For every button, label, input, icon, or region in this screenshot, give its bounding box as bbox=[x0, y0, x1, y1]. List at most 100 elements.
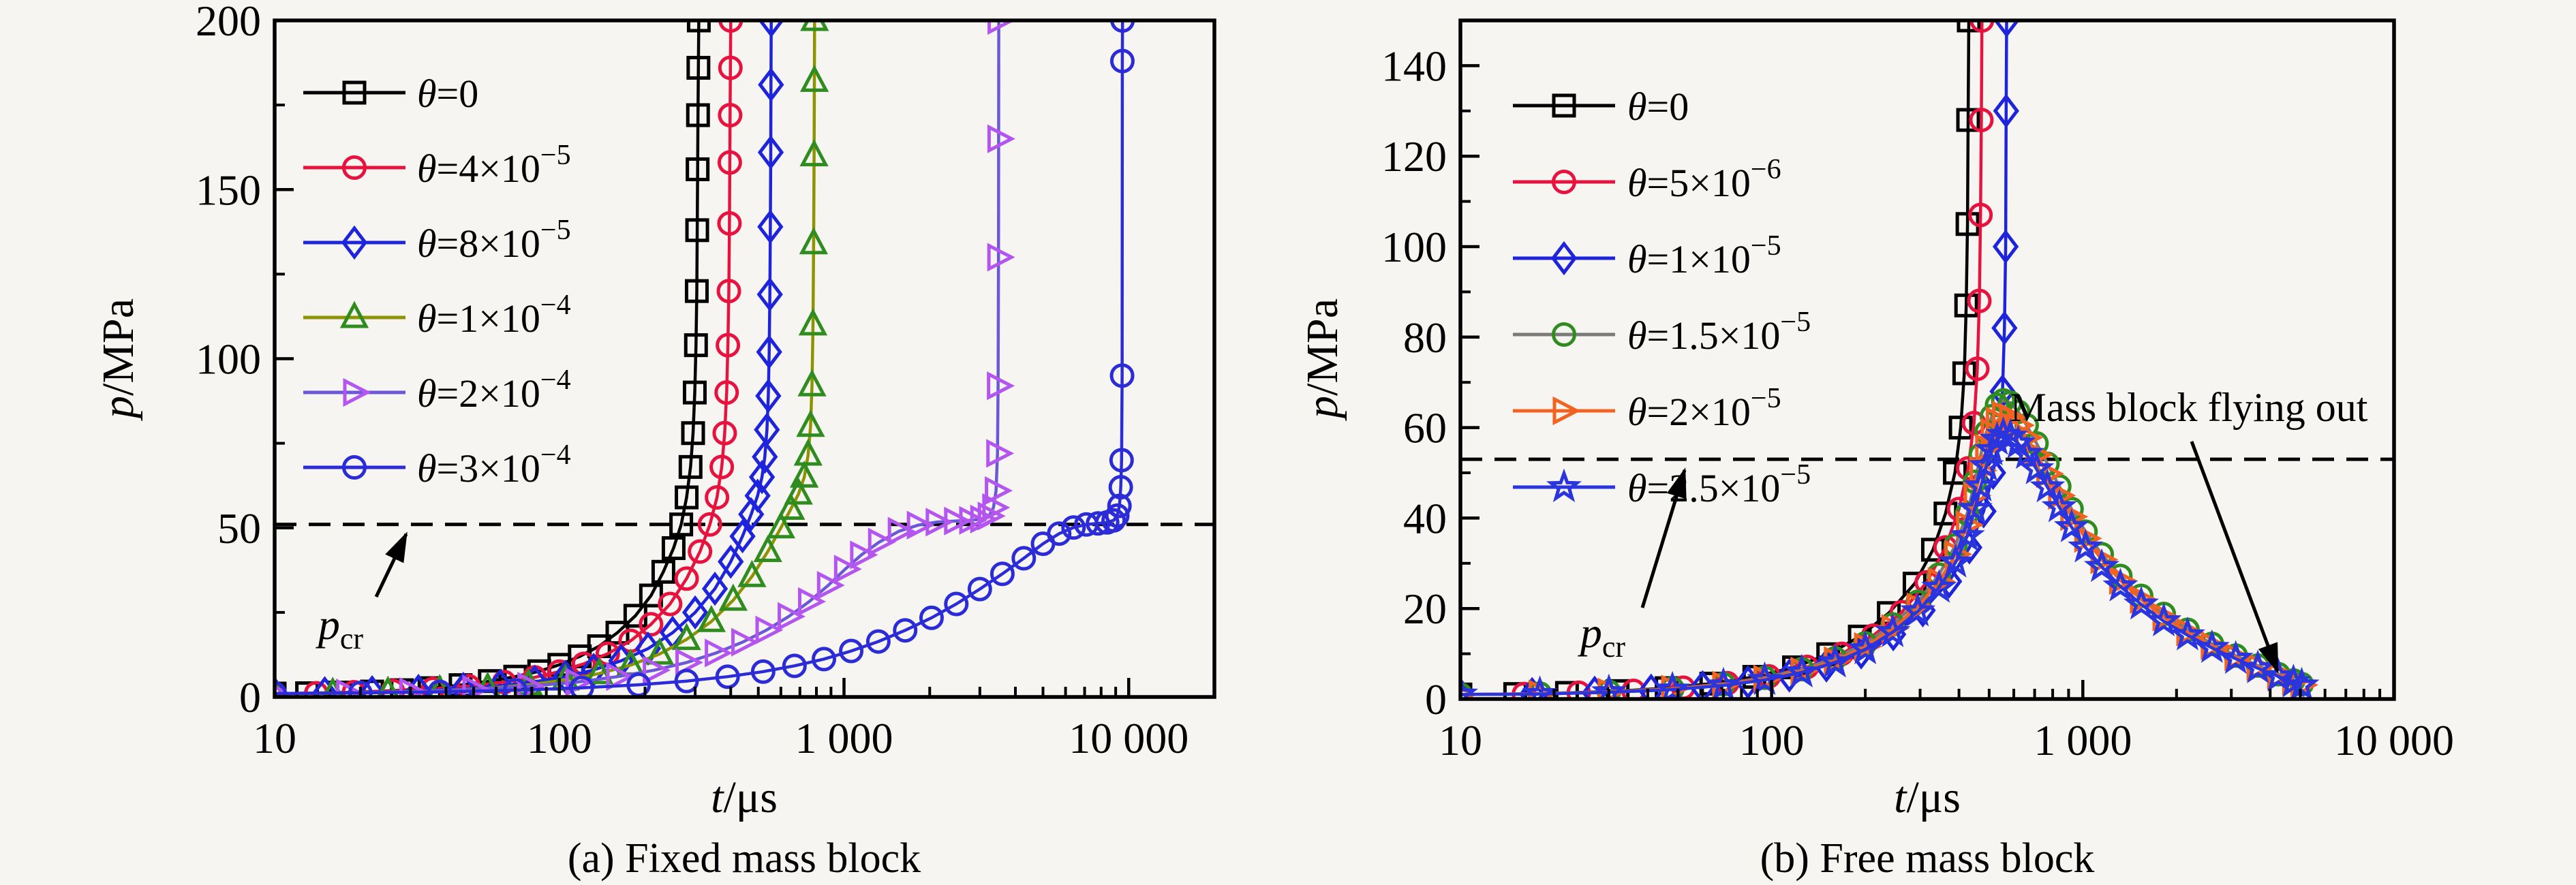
marker-circle bbox=[674, 668, 699, 694]
marker-star bbox=[2068, 529, 2104, 563]
legend-item-theta-2e-5: θ=2×10−5 bbox=[1513, 383, 1781, 434]
marker-triangle bbox=[796, 409, 825, 437]
marker-triangle bbox=[789, 460, 819, 488]
caption-a: (a) Fixed mass block bbox=[568, 835, 921, 882]
marker-circle bbox=[990, 561, 1015, 587]
marker-circle bbox=[1109, 448, 1134, 473]
marker-circle bbox=[1967, 288, 1992, 313]
marker-diamond bbox=[752, 439, 778, 474]
marker-triangle bbox=[776, 493, 806, 520]
legend-item-theta-1e-5: θ=1×10−5 bbox=[1513, 230, 1781, 281]
legend: θ=0 θ=4×10−5 θ=8×10−5 θ=1×10−4 θ=2×10−4 θ=3×1… bbox=[303, 72, 571, 491]
legend-label: θ=8×10−5 bbox=[417, 215, 571, 266]
marker-rtriangle bbox=[778, 602, 806, 631]
marker-square bbox=[686, 56, 711, 80]
marker-triangle bbox=[797, 369, 827, 397]
marker-square bbox=[684, 333, 708, 358]
x-tick-label: 100 bbox=[1739, 716, 1805, 764]
marker-triangle bbox=[339, 300, 369, 328]
marker-star bbox=[1460, 676, 1478, 700]
marker-circle bbox=[503, 678, 528, 698]
marker-star bbox=[2218, 640, 2254, 674]
marker-circle bbox=[571, 651, 596, 677]
marker-rtriangle bbox=[987, 371, 1015, 401]
marker-diamond bbox=[701, 571, 729, 606]
marker-circle bbox=[717, 150, 742, 175]
marker-rtriangle bbox=[987, 243, 1015, 272]
marker-circle bbox=[712, 420, 737, 446]
marker-rtriangle bbox=[850, 540, 878, 570]
marker-circle bbox=[1965, 356, 1990, 382]
marker-diamond bbox=[681, 595, 709, 630]
axis-ticks: 10 100 1 000 10 000 0 50 100 150 200 bbox=[196, 0, 1189, 762]
marker-rtriangle bbox=[755, 615, 784, 645]
marker-square bbox=[661, 536, 686, 561]
marker-circle bbox=[348, 681, 373, 698]
marker-circle bbox=[782, 653, 807, 679]
legend-item-theta-1e-4: θ=1×10−4 bbox=[303, 290, 571, 341]
marker-circle bbox=[1061, 515, 1086, 540]
marker-star bbox=[1949, 517, 1985, 552]
pcr-arrow bbox=[374, 531, 408, 598]
y-tick-label: 150 bbox=[196, 166, 261, 214]
marker-triangle bbox=[718, 583, 748, 611]
marker-circle bbox=[658, 591, 683, 617]
marker-diamond bbox=[718, 544, 744, 579]
marker-triangle bbox=[753, 535, 782, 563]
legend: θ=0 θ=5×10−6 θ=1×10−5 θ=1.5×10−5 θ=2×10−5 θ=2… bbox=[1513, 84, 1811, 510]
marker-circle bbox=[1108, 475, 1133, 500]
marker-diamond bbox=[754, 412, 780, 447]
marker-diamond bbox=[1550, 240, 1578, 276]
curves bbox=[1460, 19, 2320, 700]
series-line bbox=[275, 20, 1000, 696]
marker-star bbox=[1921, 569, 1957, 603]
marker-rtriangle bbox=[987, 124, 1015, 153]
marker-rtriangle bbox=[462, 674, 491, 698]
marker-diamond bbox=[1991, 311, 2018, 345]
marker-star bbox=[2194, 629, 2230, 664]
marker-rtriangle bbox=[606, 662, 634, 692]
marker-circle bbox=[1105, 503, 1130, 528]
marker-star bbox=[1968, 447, 2004, 482]
chart-a-dynamic-content: 10 100 1 000 10 000050100150200θ=0θ=4×10−5θ… bbox=[196, 0, 1216, 762]
legend-label: θ=5×10−6 bbox=[1627, 154, 1781, 205]
marker-star bbox=[2170, 617, 2205, 651]
marker-circle bbox=[839, 638, 864, 664]
marker-square bbox=[342, 80, 367, 105]
marker-rtriangle bbox=[986, 439, 1015, 468]
y-tick-label: 0 bbox=[239, 673, 261, 721]
marker-diamond bbox=[755, 378, 782, 414]
marker-rtriangle bbox=[982, 493, 1011, 523]
y-axis-label: p/MPa bbox=[93, 298, 143, 421]
marker-circle bbox=[1011, 546, 1037, 571]
marker-star bbox=[1963, 467, 1999, 502]
marker-circle bbox=[750, 659, 776, 684]
marker-rtriangle bbox=[925, 508, 954, 537]
flyout-arrow bbox=[2190, 441, 2280, 674]
series-theta-1.5e-5 bbox=[1460, 388, 2314, 700]
legend-item-theta-2.5e-5: θ=2.5×10−5 bbox=[1513, 459, 1811, 510]
legend-item-theta-8e-5: θ=8×10−5 bbox=[303, 215, 571, 266]
x-tick-label: 10 000 bbox=[2334, 716, 2454, 764]
x-tick-label: 10 bbox=[253, 714, 296, 762]
marker-circle bbox=[714, 380, 739, 405]
marker-star bbox=[1546, 468, 1582, 503]
marker-star bbox=[2041, 488, 2077, 523]
marker-circle bbox=[1107, 493, 1132, 518]
marker-diamond bbox=[1992, 229, 2019, 264]
marker-circle bbox=[342, 455, 367, 480]
marker-diamond bbox=[748, 460, 776, 495]
panel-a-fixed-mass-block: 10 100 1 000 10 000 0 50 100 150 200 θ=0 θ=4×10−5 θ… bbox=[93, 0, 1216, 882]
marker-rtriangle bbox=[833, 555, 862, 584]
marker-star bbox=[2019, 450, 2055, 484]
marker-circle bbox=[1969, 108, 1994, 133]
marker-circle bbox=[342, 155, 367, 180]
marker-star bbox=[1655, 670, 1691, 700]
marker-rtriangle bbox=[985, 476, 1013, 506]
y-tick-label: 80 bbox=[1403, 313, 1447, 362]
marker-star bbox=[1783, 653, 1820, 687]
series-line bbox=[275, 20, 701, 696]
marker-circle bbox=[718, 103, 743, 128]
marker-rtriangle bbox=[944, 506, 972, 535]
legend-item-theta-1.5e-5: θ=1.5×10−5 bbox=[1513, 307, 1811, 358]
